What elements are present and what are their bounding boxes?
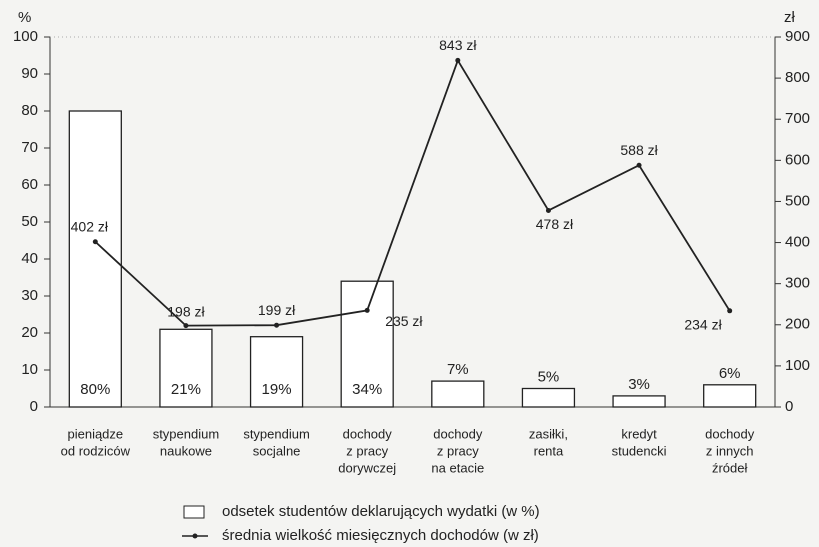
x-tick-label: stypendium: [153, 426, 219, 441]
y2-tick-label: 100: [785, 357, 810, 374]
x-tick-label: stypendium: [243, 426, 309, 441]
line-value-label: 235 zł: [385, 313, 423, 329]
bar: [159, 328, 213, 408]
y-tick-label: 20: [21, 324, 38, 341]
line-point: [274, 322, 280, 328]
bar-value-label: 3%: [628, 376, 650, 393]
bar: [521, 387, 576, 408]
y2-tick-label: 200: [785, 316, 810, 333]
y-tick-label: 60: [21, 176, 38, 193]
line-point: [636, 162, 642, 168]
line: [94, 58, 731, 327]
y2-tick-label: 900: [785, 28, 810, 45]
line-value-label: 478 zł: [536, 216, 574, 232]
x-tick-label: studencki: [612, 443, 667, 458]
y2-axis-label: zł: [784, 9, 796, 26]
legend-label: średnia wielkość miesięcznych dochodów (…: [222, 527, 539, 544]
x-tick-label: zasiłki,: [529, 426, 568, 441]
line-value-label: 588 zł: [620, 142, 658, 158]
x-tick-label: naukowe: [160, 443, 212, 458]
legend-swatch: [183, 505, 205, 519]
y-tick-label: 50: [21, 213, 38, 230]
y-tick-label: 100: [13, 28, 38, 45]
y-tick-label: 10: [21, 361, 38, 378]
line-point: [455, 57, 461, 63]
y-tick-label: 70: [21, 139, 38, 156]
bar: [340, 280, 394, 408]
bar-value-label: 80%: [80, 381, 110, 398]
y2-tick-label: 500: [785, 192, 810, 209]
line-value-label: 198 zł: [167, 303, 205, 319]
line-value-label: 234 zł: [684, 317, 722, 333]
bar-value-label: 34%: [352, 381, 382, 398]
line-point: [545, 207, 551, 213]
x-tick-label: na etacie: [431, 460, 484, 475]
y-axis-label: %: [18, 9, 31, 26]
y2-tick-label: 700: [785, 110, 810, 127]
bar-value-label: 5%: [538, 368, 560, 385]
line-value-label: 402 zł: [71, 218, 109, 234]
x-tick-label: z pracy: [346, 443, 388, 458]
y2-tick-label: 400: [785, 234, 810, 251]
x-tick-label: kredyt: [621, 426, 657, 441]
x-tick-label: pieniądze: [67, 426, 123, 441]
line-point: [727, 308, 733, 314]
line-value-label: 199 zł: [258, 302, 296, 318]
y2-tick-label: 0: [785, 398, 793, 415]
x-tick-label: dorywczej: [338, 460, 396, 475]
x-tick-label: dochody: [433, 426, 483, 441]
y-tick-label: 40: [21, 250, 38, 267]
bar-value-label: 19%: [262, 381, 292, 398]
y-tick-label: 90: [21, 65, 38, 82]
line-point: [364, 307, 370, 313]
x-tick-label: z innych: [706, 443, 754, 458]
y2-tick-label: 300: [785, 275, 810, 292]
y2-tick-label: 800: [785, 69, 810, 86]
y-tick-label: 30: [21, 287, 38, 304]
x-tick-label: socjalne: [253, 443, 301, 458]
bar-value-label: 21%: [171, 381, 201, 398]
x-tick-label: z pracy: [437, 443, 479, 458]
bar-value-label: 6%: [719, 365, 741, 382]
x-tick-label: dochody: [343, 426, 393, 441]
y-tick-label: 80: [21, 102, 38, 119]
bar-value-label: 7%: [447, 361, 469, 378]
x-tick-label: dochody: [705, 426, 755, 441]
x-tick-label: renta: [534, 443, 564, 458]
y-tick-label: 0: [30, 398, 38, 415]
legend-label: odsetek studentów deklarujących wydatki …: [222, 503, 540, 520]
x-tick-label: od rodziców: [61, 443, 131, 458]
y2-tick-label: 600: [785, 151, 810, 168]
bar: [612, 395, 666, 408]
bar: [431, 380, 485, 408]
bar: [249, 336, 304, 408]
bar: [703, 384, 757, 408]
legend-swatch: [192, 533, 198, 539]
line-point: [183, 323, 189, 329]
x-tick-label: źródeł: [712, 460, 748, 475]
line-value-label: 843 zł: [439, 37, 477, 53]
line-point: [92, 239, 98, 245]
